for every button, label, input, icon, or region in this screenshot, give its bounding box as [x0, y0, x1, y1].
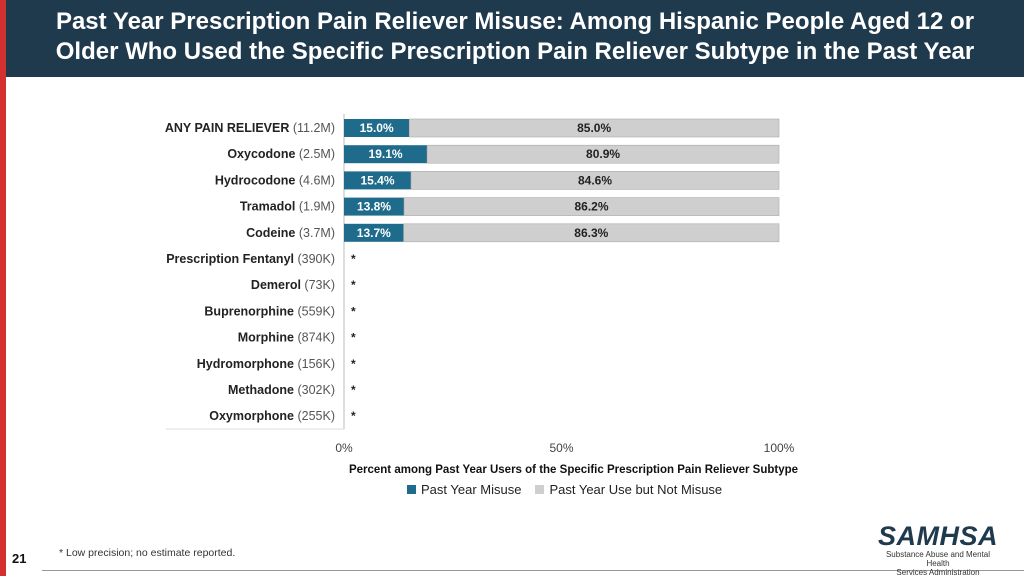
- low-precision-marker: *: [351, 409, 356, 423]
- category-name: Oxycodone: [227, 147, 299, 161]
- category-count: (2.5M): [299, 147, 335, 161]
- category-label: Demerol (73K): [251, 278, 335, 292]
- bar-not-misuse: [403, 197, 780, 216]
- footnote: * Low precision; no estimate reported.: [59, 547, 236, 559]
- category-label: Tramadol (1.9M): [240, 200, 335, 214]
- bar-label-misuse: 13.8%: [357, 200, 391, 214]
- bar-misuse: [344, 119, 410, 137]
- x-tick-label: 0%: [335, 441, 353, 455]
- slide-title: Past Year Prescription Pain Reliever Mis…: [6, 7, 1024, 67]
- bar-misuse: [344, 171, 411, 190]
- category-count: (1.9M): [299, 200, 335, 214]
- category-label: Morphine (874K): [238, 331, 335, 345]
- bar-label-not-misuse: 86.2%: [574, 200, 608, 214]
- category-label: Codeine (3.7M): [246, 226, 335, 240]
- category-count: (255K): [297, 409, 335, 423]
- bar-not-misuse: [403, 223, 780, 243]
- bar-not-misuse: [408, 118, 780, 138]
- slide-header: Past Year Prescription Pain Reliever Mis…: [6, 0, 1024, 77]
- category-label: Hydrocodone (4.6M): [215, 173, 335, 187]
- page-number: 21: [12, 551, 27, 566]
- category-label: Methadone (302K): [228, 383, 335, 397]
- category-label: Hydromorphone (156K): [197, 357, 335, 371]
- category-name: Prescription Fentanyl: [166, 252, 297, 266]
- category-count: (302K): [297, 383, 335, 397]
- category-count: (156K): [297, 357, 335, 371]
- legend-label-not-misuse: Past Year Use but Not Misuse: [549, 482, 723, 497]
- samhsa-logo: SAMHSA Substance Abuse and Mental Health…: [878, 522, 998, 577]
- low-precision-marker: *: [351, 357, 356, 371]
- logo-wordmark: SAMHSA: [878, 521, 999, 551]
- bar-label-misuse: 19.1%: [369, 147, 403, 161]
- legend-item-not-misuse: Past Year Use but Not Misuse: [535, 482, 722, 497]
- title-line-2: Older Who Used the Specific Prescription…: [55, 38, 975, 65]
- x-axis-title: Percent among Past Year Users of the Spe…: [349, 464, 798, 476]
- bar-not-misuse: [426, 144, 780, 164]
- category-name: Hydromorphone: [197, 357, 298, 371]
- category-count: (874K): [297, 331, 335, 345]
- bar-label-misuse: 15.0%: [360, 121, 394, 135]
- x-tick-label: 100%: [764, 441, 795, 455]
- legend-swatch-misuse: [407, 485, 416, 494]
- bar-label-not-misuse: 85.0%: [577, 121, 611, 135]
- bar-misuse: [344, 223, 404, 242]
- category-name: Buprenorphine: [204, 304, 297, 318]
- low-precision-marker: *: [351, 383, 356, 397]
- category-label: Oxymorphone (255K): [209, 409, 335, 423]
- category-count: (559K): [297, 304, 335, 318]
- category-count: (3.7M): [299, 226, 335, 240]
- footer-divider: [42, 570, 1024, 571]
- category-label: Oxycodone (2.5M): [227, 147, 335, 161]
- category-name: Demerol: [251, 278, 305, 292]
- bar-misuse: [344, 145, 428, 164]
- bar-label-not-misuse: 86.3%: [574, 226, 608, 240]
- bar-label-not-misuse: 80.9%: [586, 147, 620, 161]
- legend-label-misuse: Past Year Misuse: [421, 482, 522, 497]
- low-precision-marker: *: [351, 331, 356, 345]
- category-label: Prescription Fentanyl (390K): [166, 252, 335, 266]
- bar-label-misuse: 13.7%: [357, 226, 391, 240]
- category-name: ANY PAIN RELIEVER: [165, 121, 293, 135]
- category-count: (4.6M): [299, 173, 335, 187]
- left-accent-bar: [0, 0, 6, 576]
- low-precision-marker: *: [351, 252, 356, 266]
- category-count: (73K): [304, 278, 335, 292]
- title-line-1: Past Year Prescription Pain Reliever Mis…: [55, 8, 975, 35]
- category-count: (11.2M): [293, 121, 335, 135]
- legend-item-misuse: Past Year Misuse: [407, 482, 521, 497]
- legend-swatch-not-misuse: [535, 485, 545, 494]
- category-name: Oxymorphone: [209, 409, 297, 423]
- bar-label-not-misuse: 84.6%: [578, 173, 612, 187]
- category-name: Hydrocodone: [215, 173, 299, 187]
- category-name: Methadone: [228, 383, 297, 397]
- category-name: Tramadol: [240, 200, 299, 214]
- bar-label-misuse: 15.4%: [360, 173, 394, 187]
- low-precision-marker: *: [351, 304, 356, 318]
- low-precision-marker: *: [351, 278, 356, 292]
- logo-subtitle-line-1: Substance Abuse and Mental Health: [885, 550, 991, 568]
- category-name: Morphine: [238, 331, 298, 345]
- category-label: ANY PAIN RELIEVER (11.2M): [165, 121, 335, 135]
- category-name: Codeine: [246, 226, 299, 240]
- chart-legend: Past Year Misuse Past Year Use but Not M…: [407, 482, 722, 497]
- x-tick-label: 50%: [549, 441, 573, 455]
- logo-subtitle-line-2: Services Administration: [896, 568, 980, 577]
- bar-misuse: [344, 197, 405, 216]
- bar-not-misuse: [410, 171, 780, 190]
- category-count: (390K): [297, 252, 335, 266]
- category-label: Buprenorphine (559K): [204, 304, 335, 318]
